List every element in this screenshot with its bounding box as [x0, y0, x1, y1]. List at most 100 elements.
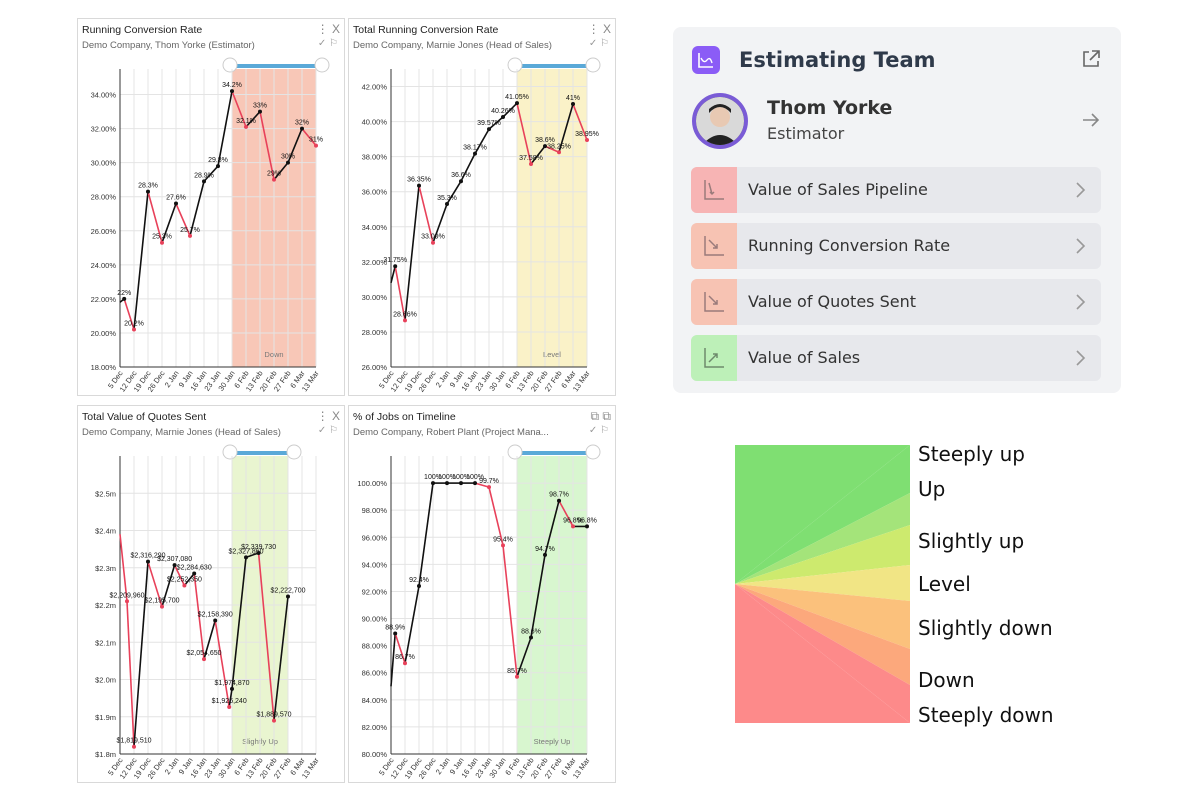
data-point[interactable]	[445, 481, 449, 486]
data-point[interactable]	[192, 571, 197, 576]
chart-expand-icon[interactable]: ⧉ ⧉	[590, 409, 611, 423]
data-point[interactable]	[529, 162, 533, 167]
data-label: 33.09%	[421, 234, 445, 241]
data-point[interactable]	[213, 618, 218, 623]
data-point[interactable]	[256, 550, 261, 555]
data-point[interactable]	[393, 264, 398, 269]
data-point[interactable]	[230, 89, 234, 94]
data-point[interactable]	[501, 543, 505, 548]
chart-check-flag-icon[interactable]: ✓ ⚐	[588, 38, 609, 49]
highlight-band	[517, 456, 587, 754]
data-point[interactable]	[172, 563, 177, 568]
data-label: 96.8%	[563, 517, 583, 524]
chart-check-flag-icon[interactable]: ✓ ⚐	[588, 425, 609, 436]
data-label: 95.4%	[493, 536, 513, 543]
data-point[interactable]	[314, 143, 318, 148]
x-tick-label: 2 Jan	[163, 756, 181, 776]
data-point[interactable]	[202, 179, 206, 184]
series-segment	[287, 128, 303, 163]
data-point[interactable]	[227, 704, 232, 709]
chart-menu-icon[interactable]: ⋮ X	[587, 22, 611, 36]
range-slider-handle[interactable]	[585, 444, 601, 460]
data-point[interactable]	[557, 150, 561, 155]
external-link-icon[interactable]	[1080, 48, 1102, 70]
data-point[interactable]	[585, 524, 589, 529]
metric-value-of-quotes-sent[interactable]: Value of Quotes Sent	[691, 279, 1101, 325]
data-point[interactable]	[431, 481, 435, 486]
person-row[interactable]: Thom Yorke Estimator	[692, 93, 1102, 149]
data-point[interactable]	[216, 164, 220, 169]
data-point[interactable]	[473, 481, 477, 486]
data-point[interactable]	[286, 594, 290, 599]
data-point[interactable]	[403, 661, 407, 666]
data-point[interactable]	[272, 718, 276, 723]
data-point[interactable]	[272, 177, 276, 182]
data-point[interactable]	[501, 115, 505, 120]
metric-value-of-sales-pipeline[interactable]: Value of Sales Pipeline	[691, 167, 1101, 213]
y-tick-label: 32.00%	[362, 258, 388, 267]
metric-value-of-sales[interactable]: Value of Sales	[691, 335, 1101, 381]
data-point[interactable]	[557, 498, 561, 503]
data-point[interactable]	[431, 240, 435, 245]
data-point[interactable]	[174, 201, 178, 206]
data-point[interactable]	[515, 674, 519, 679]
chart-check-flag-icon[interactable]: ✓ ⚐	[317, 425, 338, 436]
data-point[interactable]	[146, 189, 150, 194]
range-slider-handle[interactable]	[507, 444, 523, 460]
data-point[interactable]	[459, 179, 463, 184]
data-point[interactable]	[473, 151, 477, 156]
range-slider-handle[interactable]	[286, 444, 302, 460]
data-point[interactable]	[543, 552, 547, 557]
data-point[interactable]	[132, 327, 136, 332]
data-point[interactable]	[459, 481, 463, 486]
y-tick-label: $1.8m	[95, 750, 116, 759]
data-point[interactable]	[393, 631, 398, 636]
data-point[interactable]	[244, 124, 248, 129]
data-point[interactable]	[160, 604, 164, 609]
data-point[interactable]	[515, 101, 519, 106]
data-point[interactable]	[300, 126, 304, 131]
data-point[interactable]	[286, 160, 290, 165]
range-slider-handle[interactable]	[222, 444, 238, 460]
data-point[interactable]	[417, 584, 421, 589]
data-label: $1,926,240	[212, 698, 247, 705]
data-point[interactable]	[529, 635, 533, 640]
legend-label-steeply-down: Steeply down	[918, 703, 1054, 727]
data-point[interactable]	[571, 524, 575, 529]
data-point[interactable]	[417, 183, 421, 188]
data-point[interactable]	[125, 599, 129, 604]
metric-label: Value of Quotes Sent	[748, 292, 917, 311]
data-point[interactable]	[132, 744, 136, 749]
range-slider-handle[interactable]	[314, 57, 330, 73]
data-point[interactable]	[258, 109, 262, 114]
data-point[interactable]	[487, 485, 491, 490]
data-point[interactable]	[188, 233, 192, 238]
chart-subtitle: Demo Company, Marnie Jones (Head of Sale…	[353, 40, 552, 51]
metric-running-conversion-rate[interactable]: Running Conversion Rate	[691, 223, 1101, 269]
range-slider-handle[interactable]	[507, 57, 523, 73]
data-point[interactable]	[230, 686, 234, 691]
data-point[interactable]	[403, 318, 407, 323]
data-point[interactable]	[585, 137, 589, 142]
y-tick-label: 32.00%	[91, 125, 117, 134]
series-segment	[259, 111, 275, 180]
data-point[interactable]	[182, 583, 187, 588]
chart-menu-icon[interactable]: ⋮ X	[316, 409, 340, 423]
arrow-right-icon[interactable]	[1080, 109, 1102, 131]
chart-menu-icon[interactable]: ⋮ X	[316, 22, 340, 36]
metric-label: Running Conversion Rate	[748, 236, 951, 255]
data-point[interactable]	[160, 240, 164, 245]
range-slider-handle[interactable]	[585, 57, 601, 73]
data-point[interactable]	[244, 555, 248, 560]
data-point[interactable]	[571, 102, 575, 107]
range-slider-handle[interactable]	[222, 57, 238, 73]
data-point[interactable]	[487, 127, 491, 132]
data-point[interactable]	[202, 657, 206, 662]
data-point[interactable]	[543, 144, 547, 149]
data-point[interactable]	[146, 559, 150, 564]
data-point[interactable]	[445, 201, 449, 206]
data-label: 33%	[253, 103, 267, 110]
data-label: 88.9%	[385, 624, 405, 631]
data-point[interactable]	[122, 296, 127, 301]
chart-check-flag-icon[interactable]: ✓ ⚐	[317, 38, 338, 49]
